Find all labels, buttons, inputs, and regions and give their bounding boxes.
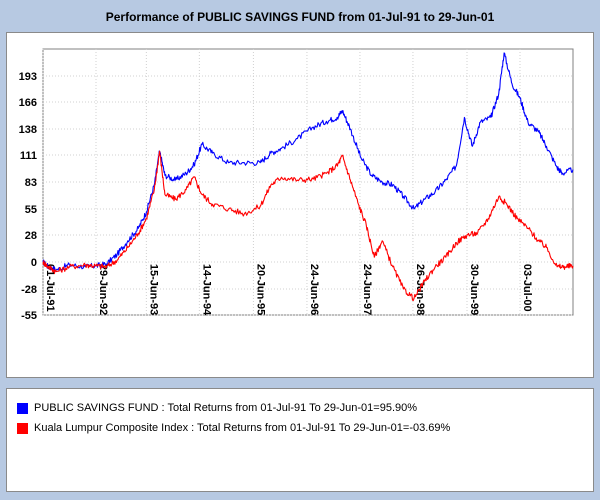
series-line-fund xyxy=(42,52,574,272)
y-tick-label: 138 xyxy=(19,124,37,136)
legend-label-klci: Kuala Lumpur Composite Index : Total Ret… xyxy=(34,422,451,434)
chart-panel: -55 -28 0 28 55 83 111 138 166 193 01-Jul-91 29-Jun… xyxy=(6,32,594,378)
legend-item-klci: Kuala Lumpur Composite Index : Total Ret… xyxy=(17,421,450,435)
x-tick-label: 14-Jun-94 xyxy=(200,264,212,316)
series-line-klci xyxy=(42,150,574,302)
x-tick-label: 01-Jul-91 xyxy=(44,264,56,312)
y-tick-label: 28 xyxy=(25,230,37,242)
y-tick-label: 83 xyxy=(25,177,37,189)
x-tick-label: 30-Jun-99 xyxy=(468,264,480,315)
x-tick-label: 24-Jun-97 xyxy=(361,264,373,315)
y-tick-label: 166 xyxy=(19,97,37,109)
y-tick-label: 193 xyxy=(19,71,37,83)
legend-swatch-fund xyxy=(17,402,28,414)
y-tick-label: 111 xyxy=(20,150,37,162)
legend-swatch-klci xyxy=(17,422,28,434)
y-tick-label: -55 xyxy=(21,310,37,322)
chart-svg: -55 -28 0 28 55 83 111 138 166 193 01-Jul-91 29-Jun… xyxy=(19,48,574,322)
x-tick-label: 03-Jul-00 xyxy=(521,264,533,312)
y-tick-label: 0 xyxy=(31,257,37,269)
y-tick-label: -28 xyxy=(21,284,37,296)
legend-panel: PUBLIC SAVINGS FUND : Total Returns from… xyxy=(6,388,594,492)
y-tick-label: 55 xyxy=(25,204,37,216)
x-tick-label: 24-Jun-96 xyxy=(308,264,320,315)
legend-item-fund: PUBLIC SAVINGS FUND : Total Returns from… xyxy=(17,401,417,415)
x-tick-label: 20-Jun-95 xyxy=(254,264,266,315)
chart-title: Performance of PUBLIC SAVINGS FUND from … xyxy=(105,10,495,24)
x-tick-label: 29-Jun-92 xyxy=(97,264,109,315)
x-tick-label: 15-Jun-93 xyxy=(147,264,159,315)
legend-label-fund: PUBLIC SAVINGS FUND : Total Returns from… xyxy=(34,402,418,414)
